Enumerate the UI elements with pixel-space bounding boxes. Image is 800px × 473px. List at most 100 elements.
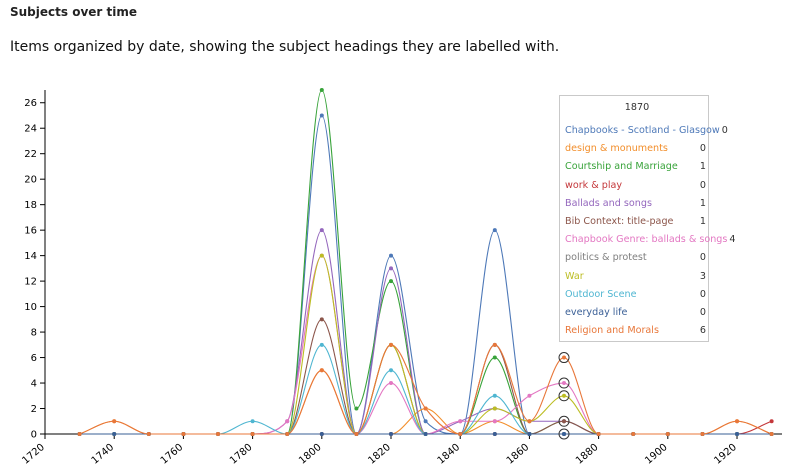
data-point[interactable] xyxy=(665,432,670,436)
data-point[interactable] xyxy=(562,381,567,386)
data-point[interactable] xyxy=(527,432,532,436)
tooltip-series-name: Outdoor Scene xyxy=(565,288,637,300)
tooltip-series-value: 1 xyxy=(699,161,706,173)
hover-ring xyxy=(558,390,570,402)
data-point[interactable] xyxy=(389,381,394,386)
data-point[interactable] xyxy=(389,432,394,436)
data-point[interactable] xyxy=(389,368,394,373)
data-point[interactable] xyxy=(631,432,636,436)
data-point[interactable] xyxy=(319,342,324,347)
data-point[interactable] xyxy=(319,113,324,118)
data-point[interactable] xyxy=(216,432,221,436)
x-tick-label: 1840 xyxy=(436,442,463,467)
tooltip-series-name: Courtship and Marriage xyxy=(565,161,678,173)
tooltip-row: War 3 xyxy=(565,268,706,286)
data-point[interactable] xyxy=(250,419,255,424)
data-point[interactable] xyxy=(354,432,359,436)
tooltip-series-value: 4 xyxy=(729,234,736,246)
data-point[interactable] xyxy=(562,419,567,424)
x-tick-label: 1820 xyxy=(366,442,393,467)
data-point[interactable] xyxy=(389,253,394,258)
tooltip-series-name: design & monuments xyxy=(565,143,668,155)
tooltip-series-name: work & play xyxy=(565,179,623,191)
tooltip-row: Chapbook Genre: ballads & songs 4 xyxy=(565,231,736,249)
tooltip-series-value: 1 xyxy=(699,215,706,227)
data-point[interactable] xyxy=(458,419,463,424)
x-tick-label: 1920 xyxy=(712,442,739,467)
data-point[interactable] xyxy=(389,279,394,284)
data-point[interactable] xyxy=(319,368,324,373)
data-point[interactable] xyxy=(492,419,497,424)
tooltip-row: everyday life 0 xyxy=(565,304,706,322)
data-point[interactable] xyxy=(492,393,497,398)
tooltip-series-value: 0 xyxy=(721,125,728,136)
tooltip-series-value: 6 xyxy=(699,325,706,337)
chart-subtitle: Items organized by date, showing the sub… xyxy=(10,39,560,55)
tooltip-row: work & play 0 xyxy=(565,177,706,195)
data-point[interactable] xyxy=(492,342,497,347)
data-point[interactable] xyxy=(492,355,497,360)
hover-markers xyxy=(558,352,570,440)
data-point[interactable] xyxy=(319,432,324,436)
data-point[interactable] xyxy=(769,432,774,436)
data-point[interactable] xyxy=(562,393,567,398)
data-point[interactable] xyxy=(146,432,151,436)
data-point[interactable] xyxy=(285,432,290,436)
data-point[interactable] xyxy=(389,342,394,347)
y-tick-label: 16 xyxy=(24,226,37,237)
tooltip-row: Ballads and songs 1 xyxy=(565,195,706,213)
data-point[interactable] xyxy=(181,432,186,436)
hover-ring xyxy=(558,352,570,364)
data-point[interactable] xyxy=(769,419,774,424)
data-point[interactable] xyxy=(319,317,324,322)
y-tick-label: 24 xyxy=(24,124,37,135)
tooltip-series-name: Religion and Morals xyxy=(565,325,659,337)
data-point[interactable] xyxy=(423,432,428,436)
y-tick-label: 22 xyxy=(24,149,37,160)
data-point[interactable] xyxy=(423,406,428,411)
tooltip-series-value: 0 xyxy=(699,306,706,318)
data-point[interactable] xyxy=(562,432,567,436)
data-point[interactable] xyxy=(285,419,290,424)
data-point[interactable] xyxy=(250,432,255,436)
data-point[interactable] xyxy=(354,406,359,411)
y-tick-label: 0 xyxy=(31,430,37,441)
data-point[interactable] xyxy=(562,355,567,360)
data-point[interactable] xyxy=(527,393,532,398)
tooltip-rows: Chapbooks - Scotland - Glasgow 0 design & … xyxy=(565,122,736,340)
data-point[interactable] xyxy=(596,432,601,436)
data-point[interactable] xyxy=(319,88,324,92)
data-point[interactable] xyxy=(319,253,324,258)
chart-heading: Subjects over time xyxy=(10,5,137,19)
data-point[interactable] xyxy=(700,432,705,436)
data-point[interactable] xyxy=(458,432,463,436)
data-point[interactable] xyxy=(527,419,532,424)
data-point[interactable] xyxy=(112,419,117,424)
data-point[interactable] xyxy=(492,406,497,411)
data-point[interactable] xyxy=(423,419,428,424)
data-point[interactable] xyxy=(77,432,82,436)
tooltip-series-value: 1 xyxy=(699,197,706,209)
y-tick-label: 2 xyxy=(31,404,37,415)
data-point[interactable] xyxy=(492,432,497,436)
tooltip-series-value: 0 xyxy=(699,179,706,191)
data-point[interactable] xyxy=(319,228,324,233)
tooltip-series-name: Chapbooks - Scotland - Glasgow xyxy=(565,125,720,136)
x-tick-label: 1860 xyxy=(505,442,532,467)
x-tick-label: 1720 xyxy=(20,442,47,467)
x-tick-label: 1740 xyxy=(90,442,117,467)
tooltip-series-value: 0 xyxy=(699,252,706,264)
series-line[interactable] xyxy=(79,369,772,435)
data-point[interactable] xyxy=(112,432,117,436)
tooltip-row: politics & protest 0 xyxy=(565,249,706,267)
data-point[interactable] xyxy=(735,432,740,436)
data-point[interactable] xyxy=(492,228,497,233)
series-line[interactable] xyxy=(79,344,772,435)
y-tick-label: 14 xyxy=(24,251,37,262)
tooltip-row: Courtship and Marriage 1 xyxy=(565,158,706,176)
x-tick-label: 1880 xyxy=(574,442,601,467)
data-point[interactable] xyxy=(735,419,740,424)
y-tick-label: 26 xyxy=(24,98,37,109)
data-point[interactable] xyxy=(389,266,394,271)
